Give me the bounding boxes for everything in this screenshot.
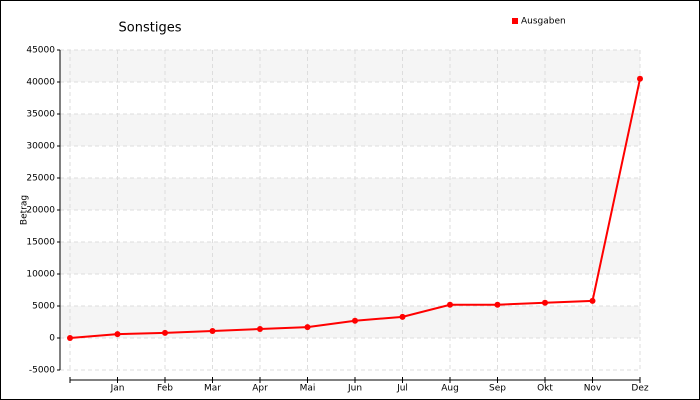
y-tick-label: 35000 [26, 110, 55, 120]
data-point [209, 327, 216, 334]
y-tick-label: 10000 [26, 270, 55, 280]
x-tick-label: Okt [537, 384, 553, 394]
chart-title: Sonstiges [119, 21, 182, 36]
y-tick-label: 5000 [32, 302, 55, 312]
grid-band [60, 242, 640, 274]
data-point [589, 297, 596, 304]
legend-swatch [512, 18, 518, 24]
data-point [67, 335, 73, 341]
grid-band [60, 114, 640, 146]
data-point [542, 299, 548, 306]
y-tick-label: 45000 [26, 46, 55, 56]
x-tick-label: Jun [347, 384, 362, 394]
y-tick-label: 15000 [26, 238, 55, 248]
grid-band [60, 50, 640, 82]
data-point [637, 75, 643, 82]
x-tick-label: Jul [396, 384, 408, 394]
data-point [352, 317, 358, 324]
data-point [162, 329, 168, 336]
data-point [399, 313, 406, 320]
data-point [494, 301, 501, 308]
y-axis-label: Betrag [20, 195, 30, 225]
x-tick-label: Sep [489, 384, 506, 394]
x-tick-label: Aug [441, 384, 459, 394]
data-point [304, 324, 311, 331]
x-tick-label: Nov [584, 384, 602, 394]
data-point [257, 326, 263, 333]
x-tick-label: Jan [110, 384, 125, 394]
x-tick-label: Dez [631, 384, 648, 394]
y-tick-label: 25000 [26, 174, 55, 184]
legend-label: Ausgaben [521, 17, 566, 27]
y-tick-label: 30000 [26, 142, 55, 152]
y-tick-label: -5000 [29, 366, 55, 376]
x-tick-label: Mai [300, 384, 316, 394]
x-tick-label: Feb [157, 384, 173, 394]
grid-band [60, 178, 640, 210]
x-tick-label: Apr [252, 384, 268, 394]
data-point [447, 301, 453, 308]
x-tick-label: Mar [204, 384, 221, 394]
y-tick-label: 40000 [26, 78, 55, 88]
y-tick-label: 20000 [26, 206, 55, 216]
y-tick-label: 0 [49, 334, 55, 344]
data-point [114, 331, 121, 338]
